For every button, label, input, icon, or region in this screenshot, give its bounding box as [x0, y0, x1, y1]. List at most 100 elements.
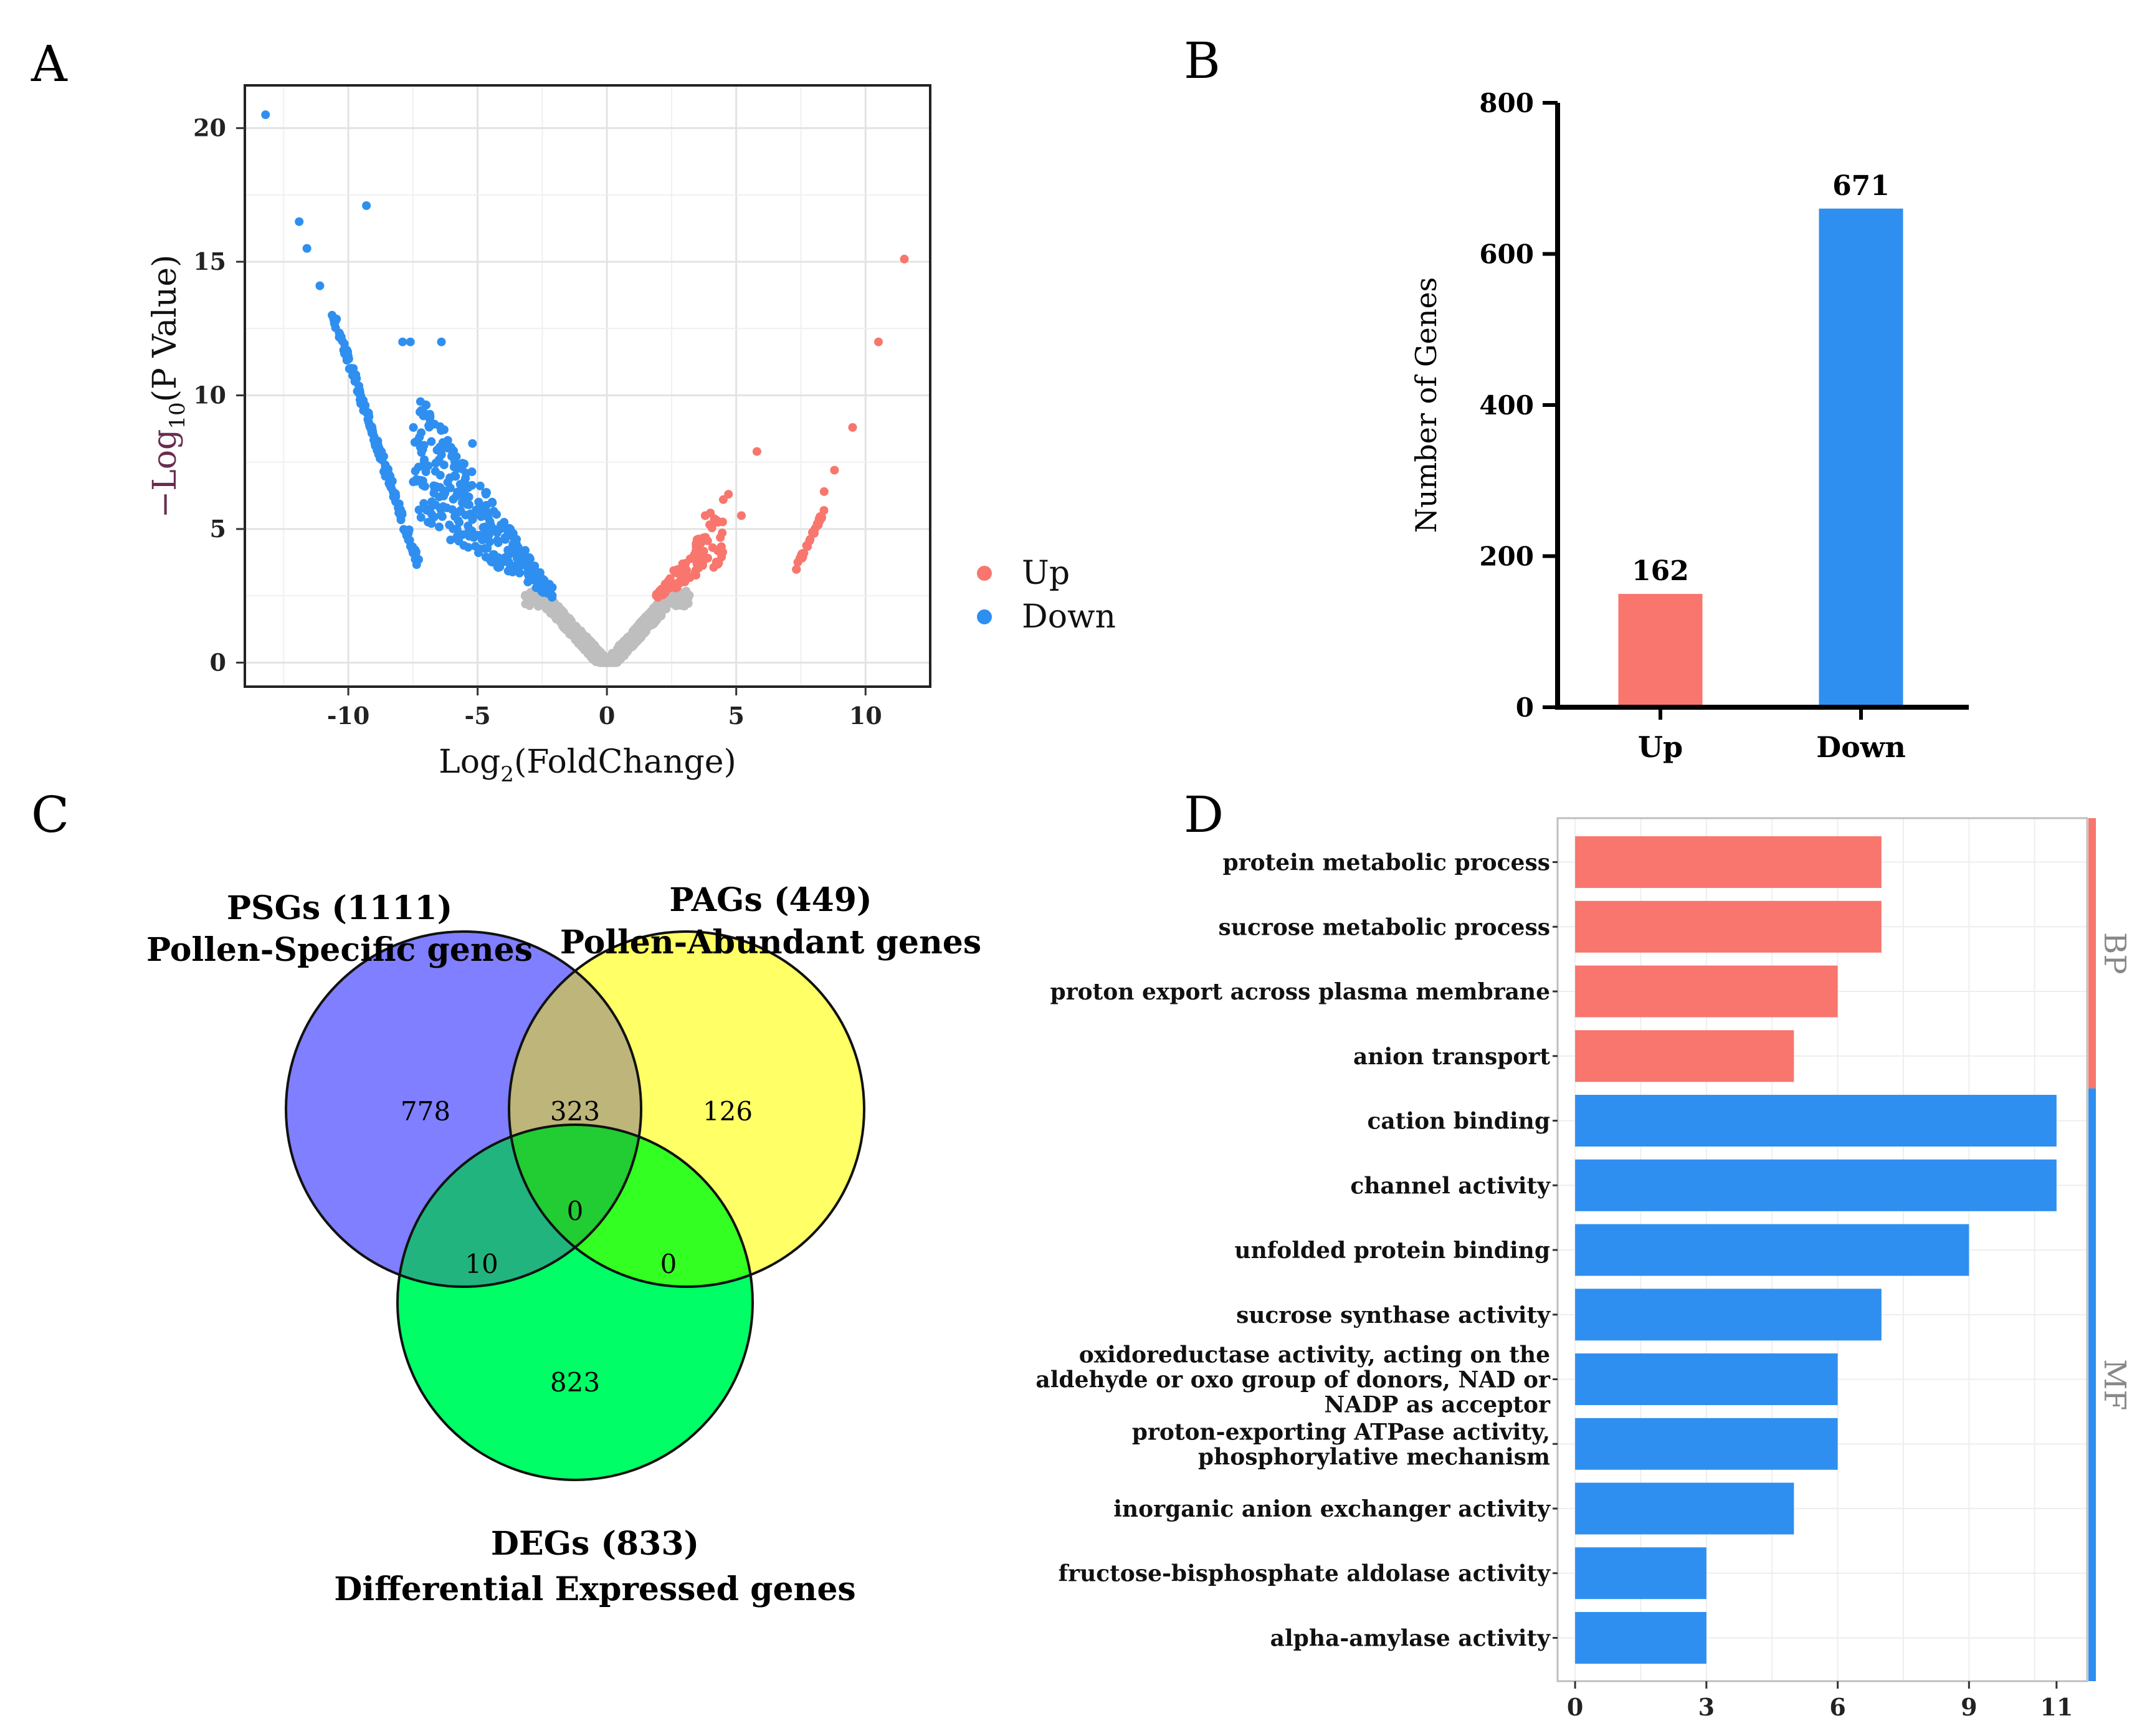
volcano-point-up — [819, 506, 829, 515]
volcano-point-up — [692, 571, 701, 580]
volcano-point-ns — [650, 610, 659, 619]
volcano-point-down — [386, 478, 395, 487]
volcano-point-down — [526, 571, 535, 580]
volcano-point-down — [355, 381, 364, 391]
go-facet-label-bp: BP — [2097, 932, 2132, 975]
go-bar — [1575, 1547, 1706, 1600]
go-bar — [1575, 1030, 1794, 1082]
volcano-point-down — [434, 522, 444, 532]
volcano-points — [261, 110, 909, 667]
go-bar — [1575, 1289, 1882, 1341]
legend-down-marker — [977, 609, 992, 624]
go-term-labels: protein metabolic process sucrose metabol… — [1035, 850, 1551, 1652]
volcano-point-down — [493, 538, 503, 548]
volcano-point-ns — [566, 623, 575, 632]
venn-label-psg-title: PSGs (1111) — [227, 889, 452, 927]
volcano-point-down — [419, 441, 429, 450]
go-x-ticks: 0 3 6 9 11 — [1553, 861, 2073, 1721]
volcano-point-ns — [600, 654, 609, 664]
volcano-point-up — [873, 337, 883, 346]
volcano-point-down — [412, 560, 421, 570]
panel-letter-d: D — [1184, 786, 1224, 844]
go-bar — [1575, 1418, 1838, 1470]
volcano-point-up — [700, 511, 710, 520]
venn-count-psg-pag: 323 — [550, 1096, 600, 1127]
volcano-point-down — [463, 500, 472, 509]
deg-bars: 162 671 — [1618, 170, 1903, 707]
volcano-point-down — [368, 428, 378, 437]
volcano-point-down — [497, 520, 506, 530]
bar-x-tick-label: Down — [1816, 730, 1906, 764]
volcano-x-tick-label: 5 — [728, 702, 744, 730]
volcano-point-down — [372, 439, 381, 449]
venn-label-pag-subtitle: Pollen-Abundant genes — [560, 923, 981, 961]
volcano-point-ns — [538, 596, 547, 606]
volcano-point-down — [506, 531, 515, 540]
go-term-label: fructose-bisphosphate aldolase activity — [1059, 1561, 1551, 1587]
volcano-point-down — [437, 337, 446, 346]
volcano-point-down — [401, 527, 410, 537]
volcano-point-up — [817, 513, 826, 523]
go-term-label: alpha-amylase activity — [1270, 1625, 1551, 1651]
go-term-label: inorganic anion exchanger activity — [1113, 1496, 1551, 1522]
volcano-point-down — [411, 466, 420, 475]
go-term-label: unfolded protein binding — [1234, 1238, 1550, 1264]
volcano-point-down — [416, 513, 426, 522]
volcano-point-down — [409, 423, 418, 432]
volcano-point-down — [439, 486, 449, 495]
volcano-point-down — [427, 437, 436, 446]
volcano-point-up — [848, 422, 857, 432]
volcano-point-down — [418, 480, 427, 490]
volcano-point-down — [461, 474, 470, 483]
go-term-label: protein metabolic process — [1222, 850, 1550, 876]
bar-up — [1618, 594, 1703, 707]
bar-y-tick-label: 200 — [1479, 541, 1534, 572]
volcano-y-tick-label: 5 — [210, 515, 226, 543]
volcano-point-down — [478, 505, 487, 515]
volcano-point-down — [349, 364, 358, 373]
volcano-point-ns — [670, 594, 679, 603]
volcano-plot: -10 -5 0 5 10 0 5 10 15 20 Log2(FoldChange) −Log1… — [146, 84, 1116, 787]
volcano-point-down — [516, 551, 526, 560]
volcano-point-ns — [525, 601, 534, 611]
volcano-point-ns — [551, 600, 560, 609]
bar-value-label: 162 — [1632, 555, 1689, 587]
volcano-point-up — [798, 553, 807, 562]
volcano-point-down — [460, 459, 469, 469]
volcano-y-axis-title: −Log10(P Value) — [146, 255, 190, 518]
go-term-label: anion transport — [1353, 1044, 1550, 1070]
go-bar — [1575, 965, 1838, 1018]
volcano-point-down — [466, 509, 475, 518]
venn-label-psg-subtitle: Pollen-Specific genes — [146, 931, 533, 969]
venn-label-pag-title: PAGs (449) — [669, 881, 872, 919]
volcano-plot-border — [244, 84, 931, 688]
volcano-point-down — [374, 450, 383, 459]
go-enrichment-chart: BP MF protein metabolic process sucrose me… — [1035, 817, 2132, 1721]
venn-count-pag-only: 126 — [703, 1096, 753, 1127]
bar-y-tick-label: 0 — [1516, 692, 1534, 723]
bar-value-label: 671 — [1832, 170, 1890, 202]
go-term-label: oxidoreductase activity, acting on the — [1079, 1342, 1550, 1368]
volcano-x-tick-label: 0 — [599, 702, 615, 730]
volcano-point-down — [389, 492, 398, 502]
volcano-point-down — [450, 471, 460, 480]
volcano-point-down — [359, 406, 368, 415]
volcano-point-down — [404, 535, 413, 545]
venn-overlap-psg-deg — [397, 1125, 641, 1287]
volcano-point-down — [416, 406, 426, 415]
go-facet-strip-mf — [2088, 1088, 2096, 1681]
volcano-y-tick-label: 0 — [210, 648, 226, 676]
volcano-point-down — [449, 449, 459, 459]
volcano-point-down — [439, 460, 449, 470]
go-bars — [1575, 836, 2057, 1664]
go-term-label: NADP as acceptor — [1324, 1392, 1551, 1418]
volcano-point-down — [414, 505, 424, 515]
bar-down — [1819, 208, 1903, 707]
volcano-point-up — [716, 543, 725, 553]
volcano-point-ns — [678, 591, 687, 601]
go-facet-strip-bp — [2088, 818, 2096, 1089]
volcano-point-down — [396, 509, 405, 518]
go-bar — [1575, 1159, 2057, 1211]
volcano-point-down — [335, 333, 345, 343]
